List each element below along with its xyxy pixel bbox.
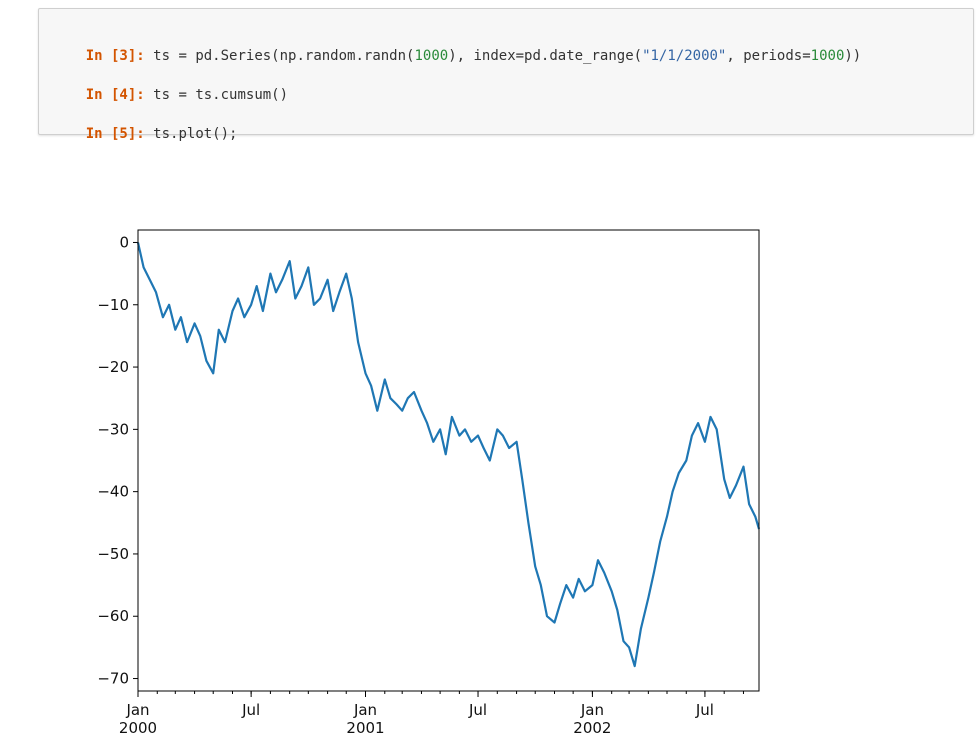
code-token: ts = ts.cumsum()	[153, 87, 289, 103]
y-axis: 0 −10 −20 −30 −40 −50 −60 −70	[97, 233, 138, 688]
plot-frame	[137, 229, 760, 692]
y-tick-label: −70	[97, 670, 129, 688]
code-token: ), index=pd.date_range(	[448, 48, 643, 64]
y-tick-label: −40	[97, 483, 129, 501]
x-tick-year-label: 2002	[573, 719, 611, 737]
x-tick-label: Jul	[241, 701, 260, 719]
x-tick-label: Jan	[353, 701, 377, 719]
y-tick-label: −10	[97, 296, 129, 314]
x-tick-label: Jul	[468, 701, 487, 719]
code-text: ts = pd.Series(np.random.randn(1000), in…	[153, 48, 861, 64]
code-line-1[interactable]: In [3]: ts = pd.Series(np.random.randn(1…	[52, 23, 862, 64]
code-token: ts = pd.Series(np.random.randn(	[153, 48, 415, 64]
code-token: 1000	[810, 48, 845, 64]
x-tick-year-label: 2000	[119, 719, 157, 737]
code-token: ts.plot();	[153, 126, 238, 142]
y-tick-label: −20	[97, 358, 129, 376]
x-tick-label: Jan	[580, 701, 604, 719]
x-tick-label: Jul	[695, 701, 714, 719]
code-token: 1000	[414, 48, 449, 64]
y-tick-label: −30	[97, 420, 129, 438]
y-tick-label: 0	[119, 233, 129, 251]
code-token: "1/1/2000"	[642, 48, 727, 64]
y-tick-label: −60	[97, 607, 129, 625]
x-tick-label: Jan	[125, 701, 149, 719]
code-line-3[interactable]: In [5]: ts.plot();	[52, 101, 238, 142]
code-token: ))	[844, 48, 862, 64]
input-prompt: In [5]:	[85, 126, 145, 142]
code-cell[interactable]: In [3]: ts = pd.Series(np.random.randn(1…	[38, 8, 974, 142]
input-prompt: In [4]:	[85, 87, 145, 103]
code-text: ts.plot();	[153, 126, 237, 142]
code-text: ts = ts.cumsum()	[153, 87, 288, 103]
input-prompt: In [3]:	[85, 48, 145, 64]
y-tick-label: −50	[97, 545, 129, 563]
code-line-2[interactable]: In [4]: ts = ts.cumsum()	[52, 62, 288, 103]
x-tick-year-label: 2001	[346, 719, 384, 737]
series-line	[136, 242, 761, 668]
code-token: , periods=	[726, 48, 811, 64]
